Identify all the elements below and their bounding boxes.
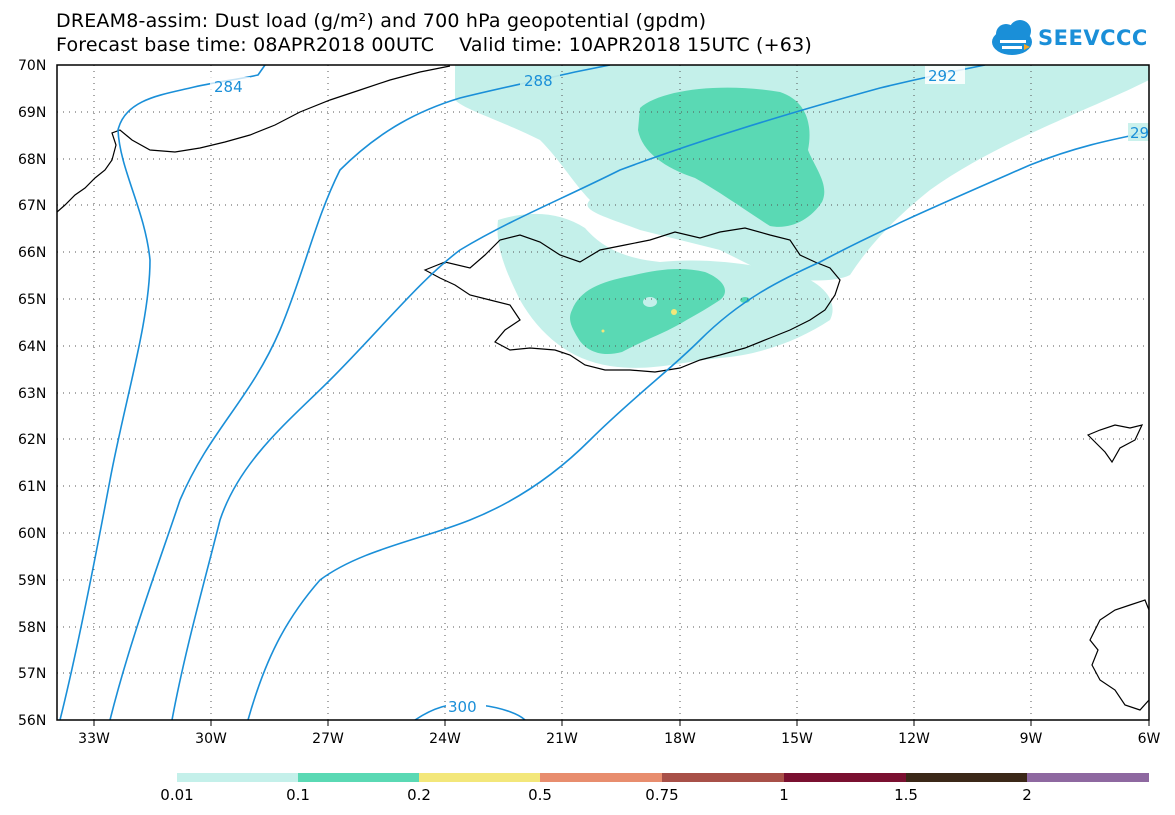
lon-label: 18W bbox=[664, 731, 696, 747]
lat-label: 59N bbox=[18, 573, 46, 589]
colorbar-label: 0.01 bbox=[160, 786, 193, 804]
lon-label: 12W bbox=[898, 731, 930, 747]
lat-label: 56N bbox=[18, 713, 46, 729]
cloud-icon bbox=[992, 20, 1032, 55]
contour-label-300: 300 bbox=[448, 698, 477, 716]
contour-292 bbox=[247, 131, 1149, 720]
dust-area-high-spot bbox=[671, 309, 677, 315]
logo-text: SEEVCCC bbox=[1038, 26, 1148, 50]
lon-label: 24W bbox=[429, 731, 461, 747]
lon-label: 30W bbox=[195, 731, 227, 747]
colorbar-segment bbox=[419, 773, 540, 782]
colorbar: 0.01 0.1 0.2 0.5 0.75 1 1.5 2 bbox=[160, 773, 1149, 804]
colorbar-segment bbox=[1027, 773, 1149, 782]
colorbar-segment bbox=[540, 773, 662, 782]
map-frame bbox=[56, 64, 1150, 721]
contour-label-292: 292 bbox=[928, 67, 957, 85]
lat-label: 63N bbox=[18, 386, 46, 402]
colorbar-label: 1.5 bbox=[894, 786, 918, 804]
lat-label: 60N bbox=[18, 526, 46, 542]
lon-label: 6W bbox=[1138, 731, 1161, 747]
dust-area-high-dot bbox=[601, 329, 605, 333]
iceland-coast bbox=[423, 227, 841, 373]
colorbar-segment bbox=[662, 773, 784, 782]
geopotential-contours bbox=[59, 65, 1149, 720]
contour-label-288: 288 bbox=[524, 72, 553, 90]
contour-labels: 284 288 292 29 300 bbox=[210, 66, 1149, 716]
lat-label: 66N bbox=[18, 245, 46, 261]
lat-label: 62N bbox=[18, 432, 46, 448]
colorbar-segment bbox=[906, 773, 1027, 782]
greenland-coast bbox=[57, 65, 451, 213]
map-title-line2: Forecast base time: 08APR2018 00UTC Vali… bbox=[56, 34, 812, 56]
colorbar-label: 2 bbox=[1022, 786, 1032, 804]
seevccc-logo bbox=[992, 20, 1032, 55]
lat-label: 65N bbox=[18, 292, 46, 308]
lat-label: 69N bbox=[18, 105, 46, 121]
faroe-islands-coast bbox=[1086, 424, 1144, 464]
lon-label: 33W bbox=[78, 731, 110, 747]
lon-label: 9W bbox=[1020, 731, 1043, 747]
scotland-coast bbox=[1089, 599, 1149, 711]
lat-label: 70N bbox=[18, 58, 46, 74]
colorbar-segment bbox=[298, 773, 419, 782]
axis-ticks bbox=[93, 720, 1150, 726]
contour-288-b bbox=[171, 65, 986, 720]
dust-area-light-hole bbox=[643, 297, 657, 307]
colorbar-label: 0.1 bbox=[286, 786, 310, 804]
lat-label: 68N bbox=[18, 152, 46, 168]
colorbar-label: 0.75 bbox=[645, 786, 678, 804]
contour-284 bbox=[59, 65, 266, 720]
latitude-labels: 70N 69N 68N 67N 66N 65N 64N 63N 62N 61N … bbox=[18, 58, 46, 729]
coastlines bbox=[57, 65, 1149, 711]
contour-label-29: 29 bbox=[1130, 124, 1149, 142]
colorbar-label: 0.2 bbox=[407, 786, 431, 804]
lat-label: 58N bbox=[18, 620, 46, 636]
longitude-labels: 33W 30W 27W 24W 21W 18W 15W 12W 9W 6W bbox=[78, 731, 1160, 747]
lon-label: 27W bbox=[312, 731, 344, 747]
contour-288-a bbox=[109, 65, 611, 720]
colorbar-label: 1 bbox=[779, 786, 789, 804]
colorbar-segment bbox=[177, 773, 298, 782]
lat-label: 67N bbox=[18, 198, 46, 214]
lat-label: 61N bbox=[18, 479, 46, 495]
contour-label-284: 284 bbox=[214, 78, 243, 96]
lat-label: 57N bbox=[18, 666, 46, 682]
lon-label: 21W bbox=[546, 731, 578, 747]
colorbar-segment bbox=[784, 773, 906, 782]
lat-label: 64N bbox=[18, 339, 46, 355]
dust-area-medium-north bbox=[638, 87, 825, 227]
map-title-line1: DREAM8-assim: Dust load (g/m²) and 700 h… bbox=[56, 10, 707, 32]
lon-label: 15W bbox=[781, 731, 813, 747]
colorbar-label: 0.5 bbox=[528, 786, 552, 804]
dust-area-medium-iceland bbox=[570, 269, 725, 355]
grid-lines bbox=[57, 65, 1149, 720]
